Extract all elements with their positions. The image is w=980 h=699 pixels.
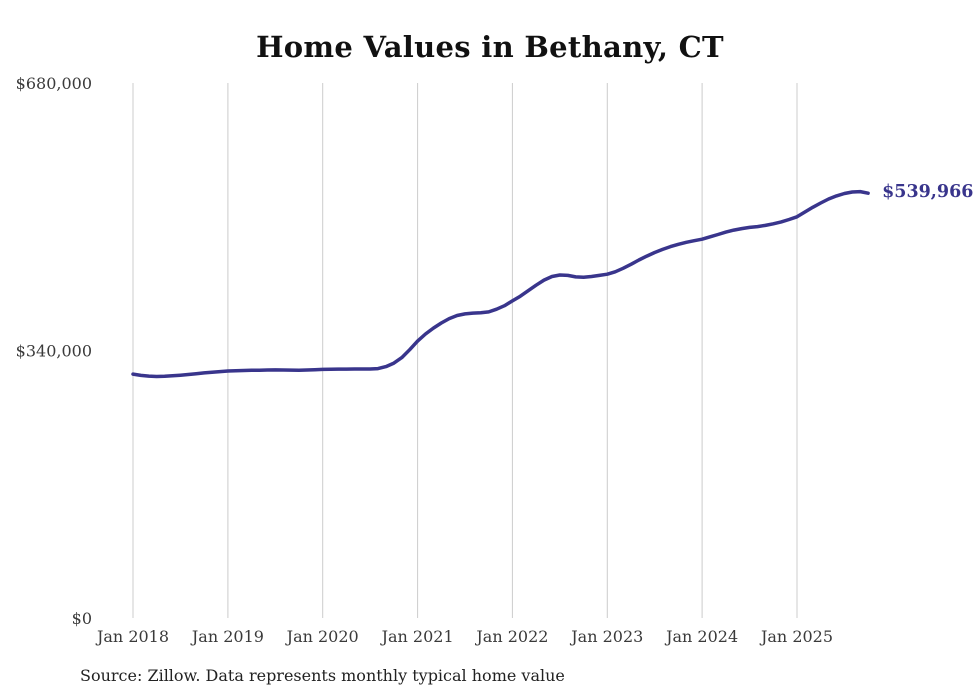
x-tick-label: Jan 2024 [664, 627, 738, 646]
x-tick-label: Jan 2023 [569, 627, 643, 646]
home-value-line [131, 189, 870, 379]
x-tick-label: Jan 2018 [95, 627, 169, 646]
y-tick-label: $0 [72, 609, 92, 628]
chart-title: Home Values in Bethany, CT [256, 30, 724, 64]
x-tick-label: Jan 2022 [474, 627, 548, 646]
x-tick-label: Jan 2021 [380, 627, 454, 646]
source-note: Source: Zillow. Data represents monthly … [80, 666, 565, 685]
y-tick-label: $340,000 [16, 342, 92, 361]
x-tick-label: Jan 2019 [190, 627, 264, 646]
x-tick-label: Jan 2025 [759, 627, 833, 646]
y-tick-label: $680,000 [16, 74, 92, 93]
latest-value-label: $539,966 [882, 182, 973, 202]
x-tick-label: Jan 2020 [285, 627, 359, 646]
